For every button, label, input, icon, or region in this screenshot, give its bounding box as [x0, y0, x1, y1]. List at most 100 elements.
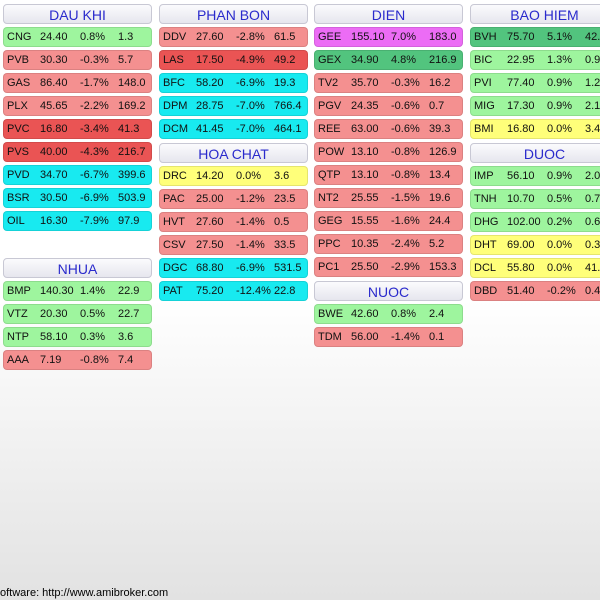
stock-price: 30.50 [40, 192, 68, 204]
stock-tile[interactable]: CNG 24.40 0.8% 1.3 [3, 27, 152, 47]
stock-price: 35.70 [351, 77, 379, 89]
stock-change-pct: -0.8% [80, 354, 109, 366]
stock-volume: 216.7 [118, 146, 146, 158]
stock-symbol: BMI [474, 123, 494, 135]
stock-tile[interactable]: PVS 40.00 -4.3% 216.7 [3, 142, 152, 162]
stock-tile[interactable]: TV2 35.70 -0.3% 16.2 [314, 73, 463, 93]
stock-volume: 216.9 [429, 54, 457, 66]
stock-tile[interactable]: AAA 7.19 -0.8% 7.4 [3, 350, 152, 370]
sector-header[interactable]: DUOC [470, 143, 600, 163]
stock-volume: 49.2 [274, 54, 296, 66]
stock-tile[interactable]: HVT 27.60 -1.4% 0.5 [159, 212, 308, 232]
stock-tile[interactable]: PLX 45.65 -2.2% 169.2 [3, 96, 152, 116]
stock-tile[interactable]: DCL 55.80 0.0% 41.5 [470, 258, 600, 278]
sector-header[interactable]: HOA CHAT [159, 143, 308, 163]
stock-tile[interactable]: DDV 27.60 -2.8% 61.5 [159, 27, 308, 47]
stock-symbol: REE [318, 123, 341, 135]
stock-tile[interactable]: QTP 13.10 -0.8% 13.4 [314, 165, 463, 185]
stock-tile[interactable]: PAT 75.20 -12.4% 22.8 [159, 281, 308, 301]
stock-tile[interactable]: BWE 42.60 0.8% 2.4 [314, 304, 463, 324]
stock-tile[interactable]: BFC 58.20 -6.9% 19.3 [159, 73, 308, 93]
stock-change-pct: -1.7% [80, 77, 109, 89]
stock-tile[interactable]: DBD 51.40 -0.2% 0.4 [470, 281, 600, 301]
stock-tile[interactable]: TNH 10.70 0.5% 0.7 [470, 189, 600, 209]
sector-header[interactable]: BAO HIEM [470, 4, 600, 24]
stock-tile[interactable]: BIC 22.95 1.3% 0.9 [470, 50, 600, 70]
stock-volume: 153.3 [429, 261, 457, 273]
stock-tile[interactable]: GEX 34.90 4.8% 216.9 [314, 50, 463, 70]
stock-tile[interactable]: PPC 10.35 -2.4% 5.2 [314, 234, 463, 254]
sector-header[interactable]: PHAN BON [159, 4, 308, 24]
stock-volume: 97.9 [118, 215, 140, 227]
stock-change-pct: 4.8% [391, 54, 417, 66]
stock-symbol: TNH [474, 193, 497, 205]
sector-header[interactable]: DAU KHI [3, 4, 152, 24]
stock-tile[interactable]: PAC 25.00 -1.2% 23.5 [159, 189, 308, 209]
stock-tile[interactable]: POW 13.10 -0.8% 126.9 [314, 142, 463, 162]
stock-tile[interactable]: GEE 155.10 7.0% 183.0 [314, 27, 463, 47]
stock-symbol: BWE [318, 308, 344, 320]
stock-tile[interactable]: PVC 16.80 -3.4% 41.3 [3, 119, 152, 139]
stock-price: 16.80 [507, 123, 535, 135]
stock-tile[interactable]: OIL 16.30 -7.9% 97.9 [3, 211, 152, 231]
stock-volume: 503.9 [118, 192, 146, 204]
stock-tile[interactable]: GEG 15.55 -1.6% 24.4 [314, 211, 463, 231]
stock-tile[interactable]: DPM 28.75 -7.0% 766.4 [159, 96, 308, 116]
stock-tile[interactable]: TDM 56.00 -1.4% 0.1 [314, 327, 463, 347]
stock-tile[interactable]: MIG 17.30 0.9% 2.1 [470, 96, 600, 116]
stock-tile[interactable]: DRC 14.20 0.0% 3.6 [159, 166, 308, 186]
stock-tile[interactable]: DGC 68.80 -6.9% 531.5 [159, 258, 308, 278]
stock-volume: 5.7 [118, 54, 134, 66]
stock-tile[interactable]: VTZ 20.30 0.5% 22.7 [3, 304, 152, 324]
stock-tile[interactable]: PVB 30.30 -0.3% 5.7 [3, 50, 152, 70]
stock-change-pct: -1.6% [391, 215, 420, 227]
stock-volume: 183.0 [429, 31, 457, 43]
stock-tile[interactable]: PVI 77.40 0.9% 1.2 [470, 73, 600, 93]
sector-group: HOA CHAT DRC 14.20 0.0% 3.6 PAC 25.00 -1.2% 23.5… [159, 143, 308, 301]
stock-tile[interactable]: CSV 27.50 -1.4% 33.5 [159, 235, 308, 255]
stock-tile[interactable]: NT2 25.55 -1.5% 19.6 [314, 188, 463, 208]
stock-price: 14.20 [196, 170, 224, 182]
stock-change-pct: -1.4% [391, 331, 420, 343]
stock-symbol: DHT [474, 239, 497, 251]
stock-tile[interactable]: DHT 69.00 0.0% 0.3 [470, 235, 600, 255]
stock-tile[interactable]: PGV 24.35 -0.6% 0.7 [314, 96, 463, 116]
sector-group: BAO HIEM BVH 75.70 5.1% 42.0 BIC 22.95 1.3% 0.9 P… [470, 4, 600, 139]
stock-change-pct: -0.3% [391, 77, 420, 89]
stock-symbol: CNG [7, 31, 32, 43]
stock-change-pct: -7.0% [236, 100, 265, 112]
stock-price: 41.45 [196, 123, 224, 135]
stock-volume: 0.5 [274, 216, 290, 228]
stock-symbol: VTZ [7, 308, 28, 320]
stock-tile[interactable]: PVD 34.70 -6.7% 399.6 [3, 165, 152, 185]
stock-symbol: DGC [163, 262, 188, 274]
stock-tile[interactable]: IMP 56.10 0.9% 2.0 [470, 166, 600, 186]
stock-price: 68.80 [196, 262, 224, 274]
stock-price: 25.00 [196, 193, 224, 205]
stock-change-pct: -3.4% [80, 123, 109, 135]
stock-tile[interactable]: PC1 25.50 -2.9% 153.3 [314, 257, 463, 277]
stock-tile[interactable]: BMI 16.80 0.0% 3.4 [470, 119, 600, 139]
stock-tile[interactable]: GAS 86.40 -1.7% 148.0 [3, 73, 152, 93]
stock-tile[interactable]: NTP 58.10 0.3% 3.6 [3, 327, 152, 347]
stock-tile[interactable]: REE 63.00 -0.6% 39.3 [314, 119, 463, 139]
stock-tile[interactable]: BVH 75.70 5.1% 42.0 [470, 27, 600, 47]
stock-tile[interactable]: BSR 30.50 -6.9% 503.9 [3, 188, 152, 208]
stock-volume: 1.2 [585, 77, 600, 89]
stock-price: 10.35 [351, 238, 379, 250]
stock-price: 55.80 [507, 262, 535, 274]
stock-tile[interactable]: DCM 41.45 -7.0% 464.1 [159, 119, 308, 139]
stock-volume: 33.5 [274, 239, 296, 251]
stock-symbol: BFC [163, 77, 185, 89]
stock-volume: 61.5 [274, 31, 296, 43]
stock-tile[interactable]: BMP 140.30 1.4% 22.9 [3, 281, 152, 301]
stock-volume: 2.0 [585, 170, 600, 182]
stock-volume: 22.9 [118, 285, 140, 297]
stock-tile[interactable]: DHG 102.00 0.2% 0.6 [470, 212, 600, 232]
stock-change-pct: 0.2% [547, 216, 573, 228]
sector-header[interactable]: NHUA [3, 258, 152, 278]
sector-header[interactable]: NUOC [314, 281, 463, 301]
stock-symbol: BVH [474, 31, 497, 43]
stock-tile[interactable]: LAS 17.50 -4.9% 49.2 [159, 50, 308, 70]
sector-header[interactable]: DIEN [314, 4, 463, 24]
